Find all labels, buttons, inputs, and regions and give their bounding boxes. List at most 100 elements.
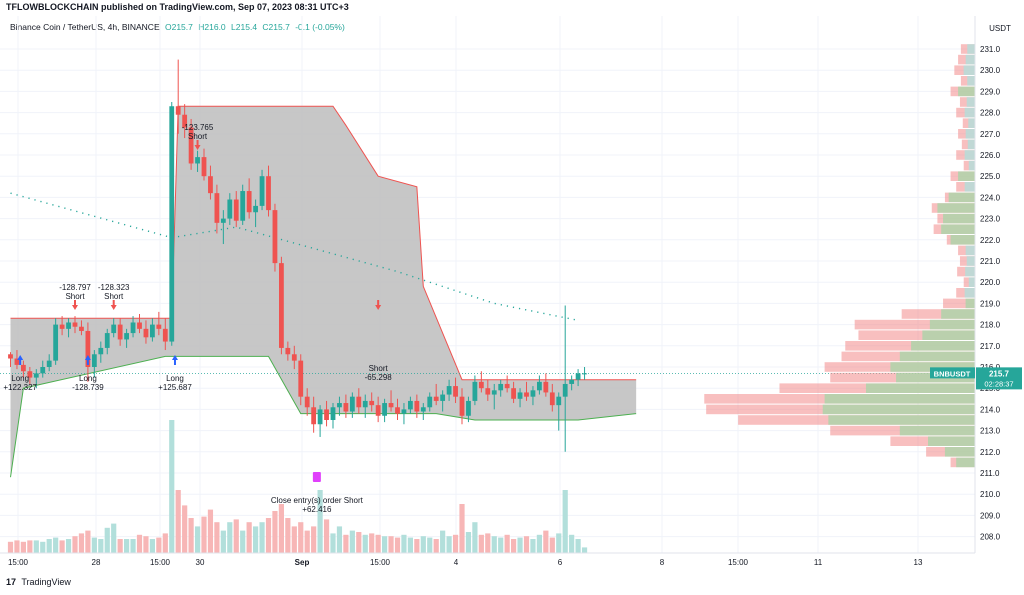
volume-bar bbox=[20, 541, 26, 553]
candle-body bbox=[362, 400, 368, 408]
candle-body bbox=[517, 392, 523, 399]
price-tick-label: 212.0 bbox=[980, 448, 1001, 457]
candle-body bbox=[266, 176, 271, 211]
volume-bar bbox=[343, 534, 349, 553]
volume-bar bbox=[401, 534, 407, 553]
candle-body bbox=[427, 396, 433, 408]
price-tick-label: 227.0 bbox=[980, 130, 1001, 139]
price-axis[interactable]: USDT 231.0 230.0 229.0 228.0 227.0 226.0 225.0… bbox=[974, 16, 1024, 576]
candle-body bbox=[272, 210, 278, 264]
time-tick-label: 4 bbox=[454, 558, 459, 567]
volume-bar bbox=[91, 537, 97, 553]
candle-body bbox=[279, 263, 284, 348]
vp-row-up bbox=[964, 150, 975, 160]
candle-body bbox=[524, 392, 529, 397]
vp-row-up bbox=[958, 171, 975, 181]
volume-bar bbox=[85, 530, 91, 553]
volume-bar bbox=[536, 534, 542, 553]
volume-bar bbox=[323, 519, 330, 553]
vp-row-up bbox=[965, 245, 975, 256]
vp-row-down bbox=[858, 330, 975, 340]
time-tick-label: 6 bbox=[558, 558, 563, 567]
volume-bar bbox=[214, 522, 220, 553]
time-axis[interactable]: 15:00 28 15:00 30 Sep 15:00 4 6 8 15:00 11 13 bbox=[0, 552, 975, 567]
volume-bar bbox=[369, 533, 375, 553]
candle-body bbox=[537, 381, 542, 391]
volume-bar bbox=[111, 523, 117, 553]
vp-row-up bbox=[968, 277, 975, 287]
candles bbox=[8, 59, 587, 452]
trade-label: Long bbox=[166, 374, 184, 383]
short-arrow-icon bbox=[375, 300, 382, 310]
volume-bar bbox=[130, 539, 136, 553]
volume-bar bbox=[233, 519, 239, 553]
vp-row-up bbox=[941, 309, 975, 319]
band-upper-line bbox=[10, 105, 637, 381]
time-tick-label: 15:00 bbox=[728, 558, 749, 567]
candle-body bbox=[549, 392, 555, 406]
candle-body bbox=[582, 373, 587, 375]
volume-profile bbox=[704, 44, 975, 468]
vp-row-up bbox=[828, 415, 975, 425]
time-tick-label: 28 bbox=[92, 558, 101, 567]
vp-row-up bbox=[966, 256, 975, 266]
candle-body bbox=[253, 205, 258, 213]
price-tick-label: 217.0 bbox=[980, 342, 1001, 351]
volume-bar bbox=[265, 518, 272, 553]
volume-bar bbox=[272, 511, 278, 553]
price-tick-label: 221.0 bbox=[980, 257, 1001, 266]
candle-body bbox=[511, 388, 516, 399]
trade-pnl: +122.327 bbox=[3, 383, 37, 392]
ma-line bbox=[10, 192, 579, 322]
legend-change: -0.1 (-0.05%) bbox=[295, 22, 345, 32]
candle-body bbox=[530, 390, 536, 397]
time-tick-label: 11 bbox=[814, 558, 823, 567]
volume-bar bbox=[349, 530, 355, 553]
candle-body bbox=[150, 324, 155, 338]
candle-body bbox=[478, 381, 484, 389]
volume-bar bbox=[330, 533, 336, 553]
volume-bar bbox=[33, 540, 39, 553]
price-tick-label: 220.0 bbox=[980, 278, 1001, 287]
trade-markers: Long+122.327-128.797ShortLong-128.739-12… bbox=[3, 123, 392, 514]
volume-bar bbox=[14, 540, 20, 553]
volume-bar bbox=[575, 539, 581, 553]
candle-body bbox=[130, 322, 136, 334]
volume-bar bbox=[388, 536, 394, 553]
volume-bar bbox=[440, 530, 446, 553]
candle-body bbox=[543, 381, 549, 393]
vp-row-up bbox=[948, 192, 975, 203]
tradingview-footer[interactable]: 17 TradingView bbox=[6, 577, 71, 587]
volume-bar bbox=[136, 534, 143, 553]
trade-label: Close entry(s) order Short bbox=[271, 496, 364, 505]
candle-body bbox=[246, 191, 252, 213]
last-price-tag bbox=[976, 367, 1022, 390]
volume-bar bbox=[40, 541, 46, 553]
vp-row-down bbox=[854, 319, 975, 330]
candle-body bbox=[330, 407, 336, 420]
candle-body bbox=[440, 394, 446, 401]
vp-row-up bbox=[865, 383, 975, 393]
volume-bar bbox=[452, 534, 459, 553]
candle-body bbox=[408, 400, 413, 410]
vp-row-up bbox=[899, 425, 975, 436]
volume-bar bbox=[117, 539, 123, 553]
time-tick-label: 8 bbox=[660, 558, 665, 567]
ticker-label: BNBUSDT bbox=[934, 369, 971, 378]
vp-row-down bbox=[845, 341, 975, 351]
vp-row-up bbox=[890, 362, 975, 372]
volume-bar bbox=[78, 533, 85, 553]
vp-row-up bbox=[950, 235, 975, 245]
candle-body bbox=[111, 324, 117, 334]
volume-bar bbox=[149, 539, 155, 553]
volume-bar bbox=[485, 533, 491, 553]
vp-row-up bbox=[943, 213, 975, 224]
volume-bar bbox=[504, 534, 510, 553]
candle-body bbox=[21, 364, 26, 372]
trade-label: Short bbox=[65, 292, 85, 301]
price-tick-label: 213.0 bbox=[980, 427, 1001, 436]
volume-bar bbox=[156, 537, 162, 553]
candle-body bbox=[291, 354, 297, 361]
volume-bar bbox=[53, 537, 59, 553]
